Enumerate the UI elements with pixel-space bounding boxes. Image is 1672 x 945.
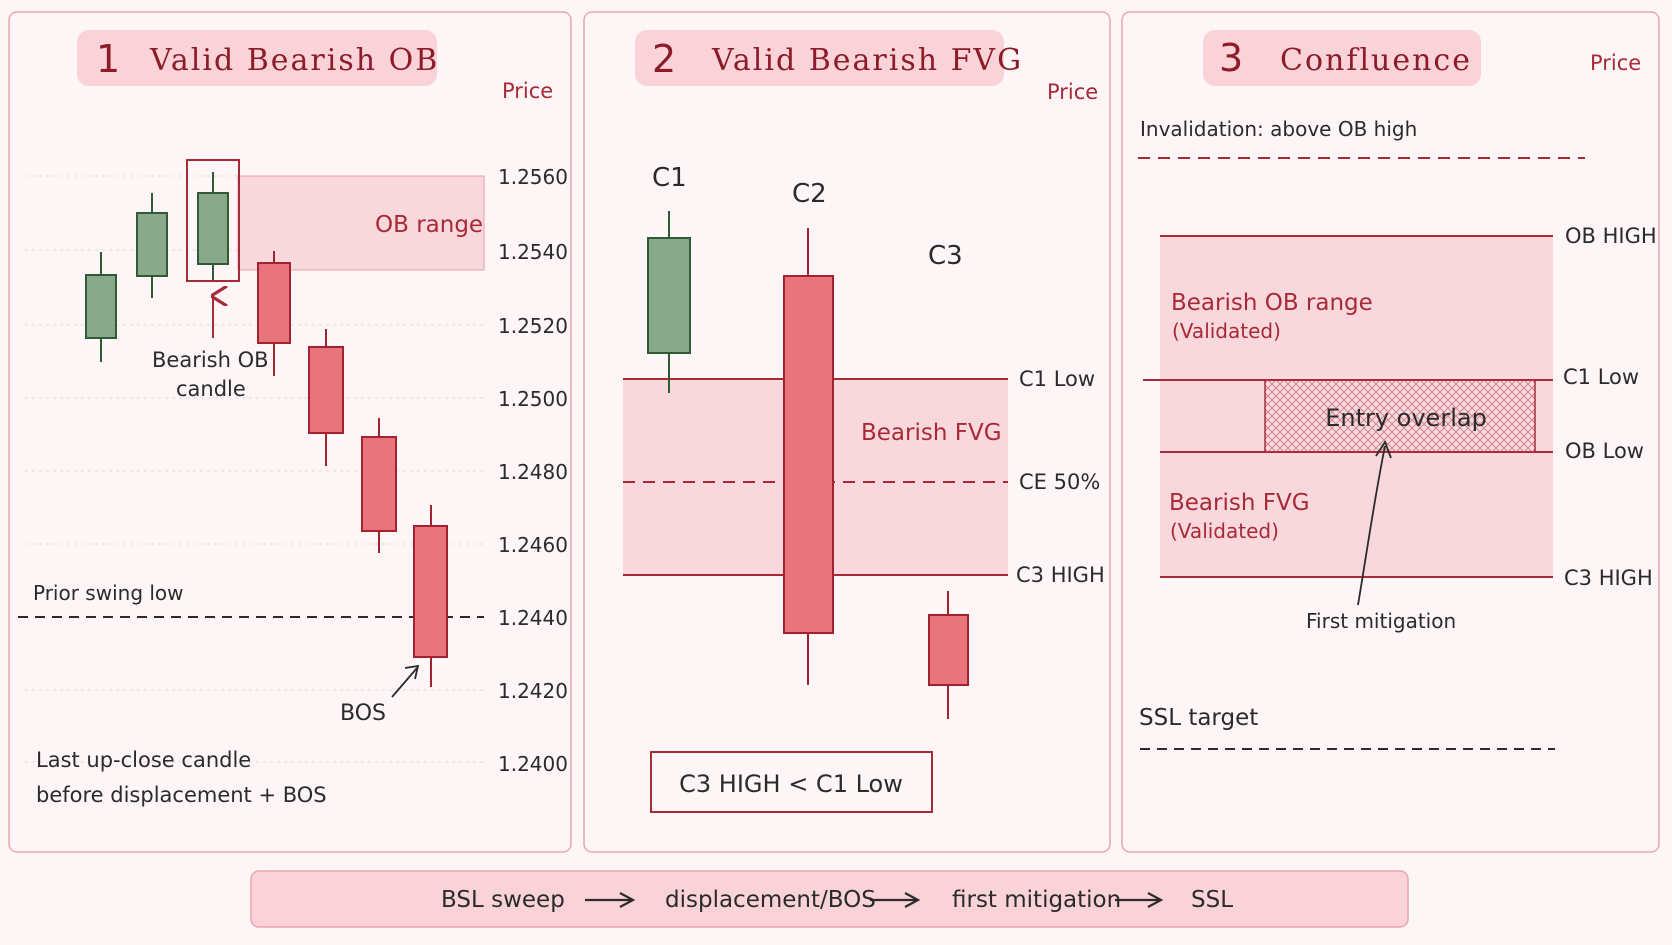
candle-c1 (647, 237, 691, 354)
ob-candle-label-line1: Bearish OB (152, 348, 269, 372)
invalidation-label: Invalidation: above OB high (1140, 117, 1417, 141)
panel-1-frame (8, 11, 572, 853)
ob-range-validated-line2: (Validated) (1172, 319, 1281, 343)
panel-3-title: Confluence (1280, 43, 1472, 78)
panel-1-tick-labels: 1.2560 1.2540 1.2520 1.2500 1.2480 1.246… (498, 165, 568, 776)
panel-2-price-label: Price (1047, 80, 1098, 104)
flow-bar-bg (250, 870, 1409, 928)
candle-up-1 (85, 274, 117, 339)
confluence-c3-high-label: C3 HIGH (1564, 566, 1653, 590)
tick-1-2520: 1.2520 (498, 314, 568, 338)
c1-low-label: C1 Low (1019, 367, 1095, 391)
flow-step-bsl-sweep: BSL sweep (441, 887, 565, 913)
panel-confluence: 3 Confluence Price Invalidation: above O… (1121, 11, 1660, 853)
fvg-validated-line2: (Validated) (1170, 519, 1279, 543)
ob-high-label: OB HIGH (1565, 224, 1657, 248)
panel-1-number: 1 (96, 37, 120, 81)
ob-low-label: OB Low (1565, 439, 1644, 463)
fvg-rule-text: C3 HIGH < C1 Low (679, 770, 903, 798)
flow-step-ssl: SSL (1191, 887, 1233, 913)
bearish-ob-candle (197, 192, 229, 265)
tick-1-2440: 1.2440 (498, 606, 568, 630)
ce-50-label: CE 50% (1019, 470, 1100, 494)
c3-label: C3 (928, 241, 963, 271)
candle-c3 (928, 614, 969, 686)
candle-down-bos (413, 525, 448, 658)
panel-3-price-label: Price (1590, 51, 1641, 75)
candle-up-2 (136, 212, 168, 277)
c1-label: C1 (652, 163, 687, 193)
fvg-rule-box (650, 751, 933, 813)
tick-1-2420: 1.2420 (498, 679, 568, 703)
tick-1-2460: 1.2460 (498, 533, 568, 557)
bos-label: BOS (340, 701, 386, 726)
candle-c2 (783, 275, 834, 634)
flow-arrow-1 (585, 892, 636, 908)
flow-arrow-3 (1115, 892, 1164, 908)
entry-overlap-zone (1264, 379, 1536, 453)
prior-swing-low-label: Prior swing low (33, 581, 184, 605)
fvg-validated-line1: Bearish FVG (1169, 490, 1310, 516)
panel-1-candles (85, 159, 448, 687)
fvg-label: Bearish FVG (861, 420, 1002, 446)
panel-valid-bearish-ob: 1 Valid Bearish OB Price 1.2560 1.2540 1… (8, 11, 572, 853)
tick-1-2540: 1.2540 (498, 240, 568, 264)
ssl-target-label: SSL target (1139, 705, 1258, 731)
flow-arrow-2 (870, 892, 921, 908)
ob-note-line1: Last up-close candle (36, 748, 251, 772)
ob-range-validated-line1: Bearish OB range (1171, 290, 1373, 316)
ob-candle-highlight-box (186, 159, 240, 282)
bos-arrow-head (404, 664, 420, 680)
candle-down-2 (308, 346, 344, 434)
candle-down-1 (257, 262, 291, 344)
first-mitigation-arrow-head (1375, 440, 1392, 459)
tick-1-2400: 1.2400 (498, 752, 568, 776)
flow-bar: BSL sweep displacement/BOS first mitigat… (250, 870, 1409, 928)
panel-2-title: Valid Bearish FVG (711, 43, 1023, 78)
candle-down-3 (361, 436, 397, 532)
ob-note-line2: before displacement + BOS (36, 783, 327, 807)
ob-candle-label-line2: candle (176, 377, 246, 401)
panel-3-title-bg (1203, 30, 1481, 86)
panel-2-title-bg (635, 30, 1004, 86)
ob-range-zone (237, 175, 485, 271)
panel-1-price-label: Price (502, 79, 553, 103)
panel-1-title: Valid Bearish OB (149, 43, 439, 78)
first-mitigation-arrow (1357, 445, 1386, 606)
c3-high-label: C3 HIGH (1016, 563, 1105, 587)
tick-1-2480: 1.2480 (498, 460, 568, 484)
panel-1-title-bg (77, 30, 437, 86)
ob-range-label: OB range (375, 212, 483, 238)
entry-overlap-label: Entry overlap (1325, 404, 1487, 432)
tick-1-2500: 1.2500 (498, 387, 568, 411)
first-mitigation-label: First mitigation (1306, 609, 1456, 633)
tick-1-2560: 1.2560 (498, 165, 568, 189)
bos-arrow (391, 667, 418, 698)
flow-step-displacement-bos: displacement/BOS (665, 887, 876, 913)
panel-2-number: 2 (652, 37, 676, 81)
panel-valid-bearish-fvg: 2 Valid Bearish FVG Price C1 Low CE 50% … (583, 11, 1111, 853)
confluence-c1-low-label: C1 Low (1563, 365, 1639, 389)
c2-label: C2 (792, 179, 827, 209)
panel-3-number: 3 (1219, 36, 1243, 80)
flow-step-first-mitigation: first mitigation (952, 887, 1121, 913)
